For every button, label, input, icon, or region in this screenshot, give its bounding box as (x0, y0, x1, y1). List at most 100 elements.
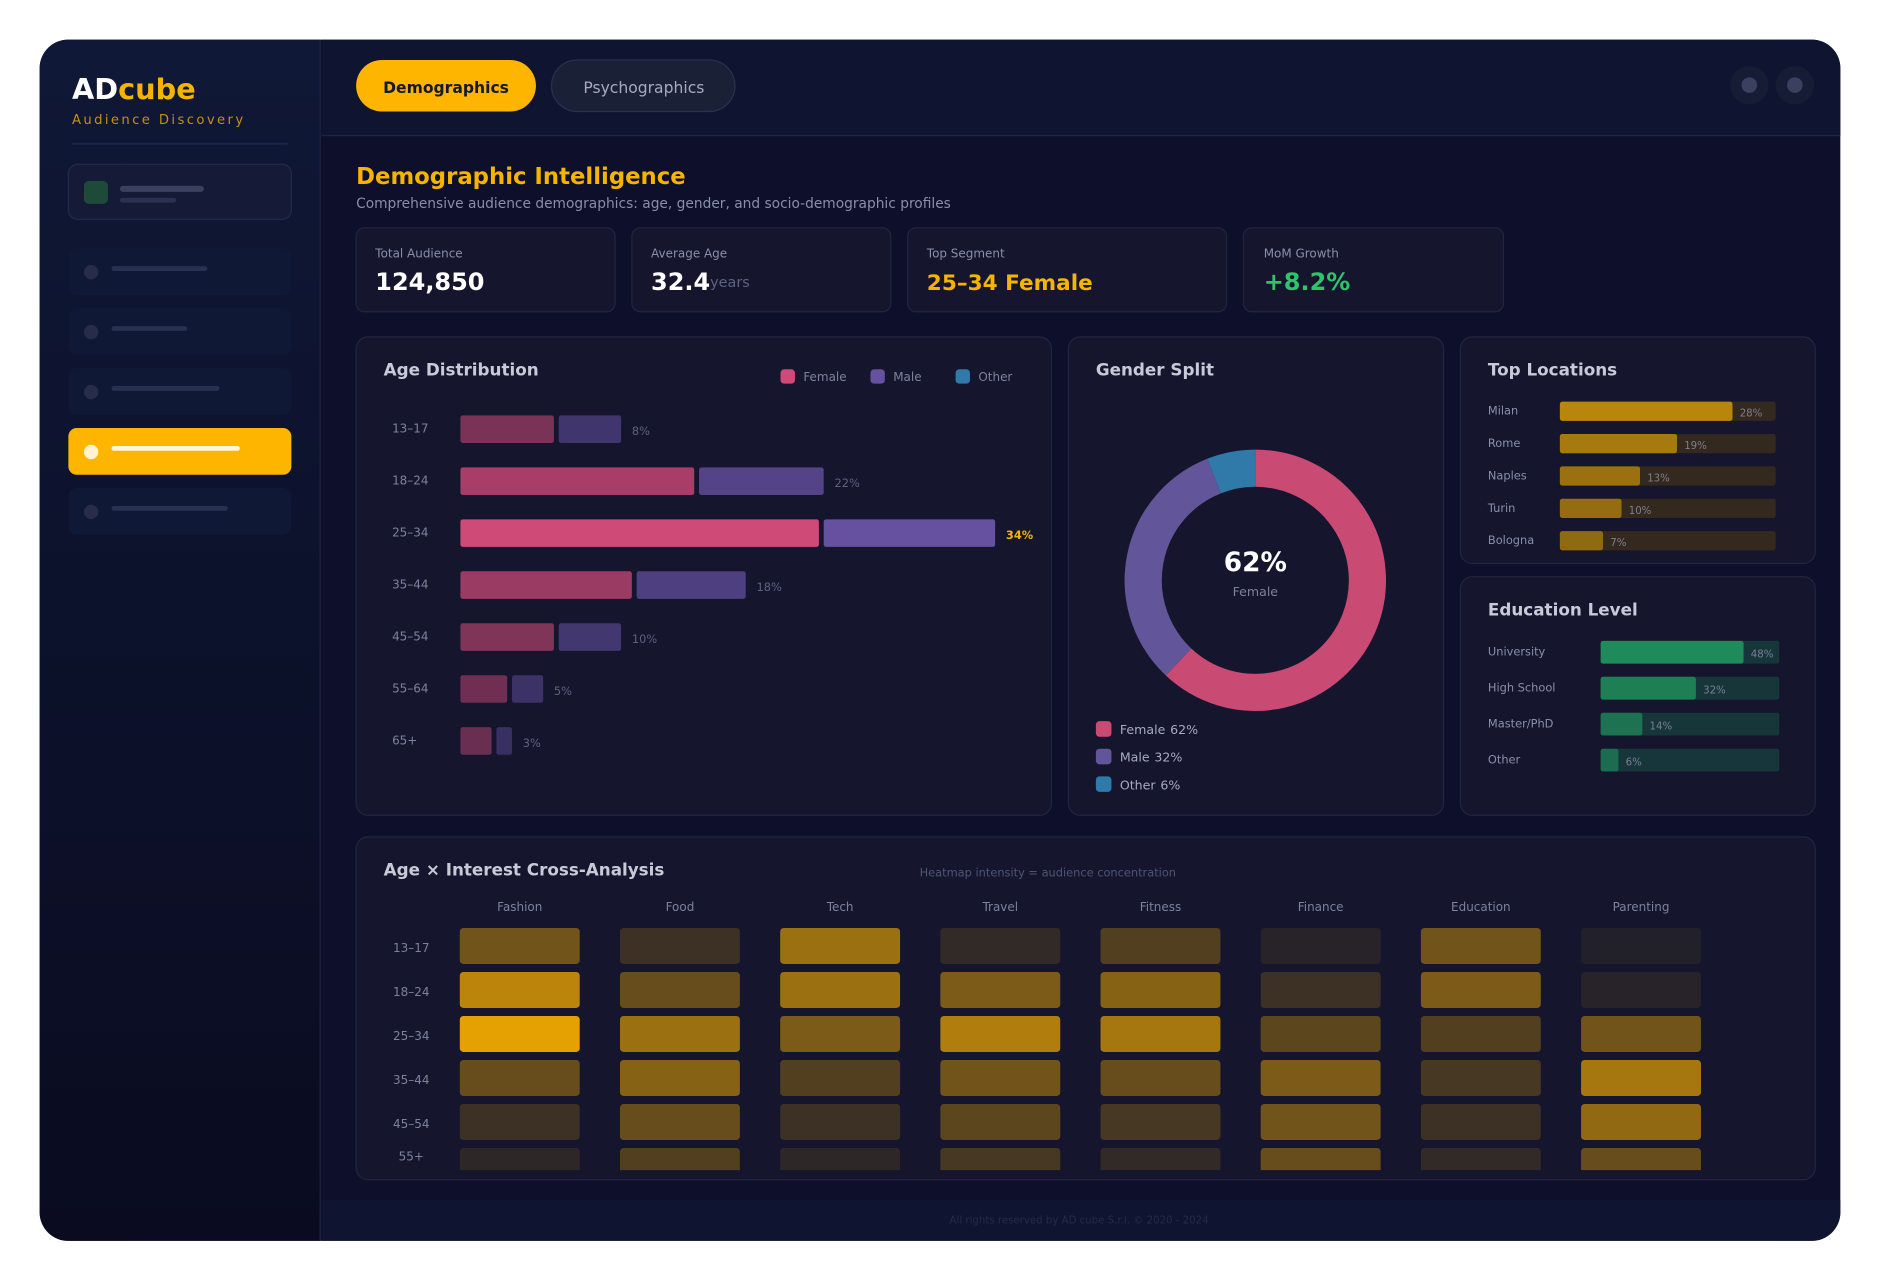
donut-slice (1124, 458, 1222, 676)
tab-label: Demographics (383, 79, 509, 97)
legend-name: Male (1120, 749, 1150, 764)
heat-cell (1420, 1147, 1541, 1171)
heat-cell (619, 1147, 740, 1171)
bar-track (1600, 748, 1780, 772)
row-label: 45–54 (393, 1117, 429, 1131)
legend-swatch (955, 369, 970, 384)
heat-cell (780, 1147, 901, 1171)
kpi-value: 124,850 (375, 268, 484, 296)
nav (68, 248, 292, 535)
bar (1559, 531, 1604, 551)
legend-name: Other (1120, 777, 1157, 792)
kpi-label: MoM Growth (1264, 247, 1339, 261)
donut-center-value: 62% (1224, 548, 1287, 578)
nav-item[interactable] (68, 368, 292, 415)
page-subtitle: Comprehensive audience demographics: age… (356, 196, 951, 212)
legend-value: 32% (1154, 749, 1182, 764)
bar (460, 675, 508, 703)
kpi-value: 25–34 Female (927, 271, 1093, 296)
skeleton-line (119, 197, 177, 203)
bar (1600, 676, 1696, 700)
icon (1741, 77, 1758, 93)
bar (496, 727, 512, 755)
heat-cell (1260, 927, 1381, 964)
panel-note: Heatmap intensity = audience concentrati… (920, 865, 1176, 879)
panel-title: Age × Interest Cross-Analysis (384, 859, 665, 879)
tab[interactable] (550, 59, 736, 113)
category-label: 25–34 (392, 526, 428, 540)
panel-title: Education Level (1488, 599, 1638, 619)
heat-cell (1100, 1015, 1221, 1052)
heat-cell (1420, 971, 1541, 1008)
heat-cell (459, 1015, 580, 1052)
row-label: 55+ (399, 1149, 424, 1163)
tab-active[interactable] (356, 59, 536, 112)
heat-cell (780, 971, 901, 1008)
total-label: 34% (1006, 528, 1034, 542)
legend-label: Male (893, 370, 921, 384)
category-label: Other (1488, 753, 1521, 767)
heat-cell (1581, 971, 1701, 1008)
nav-item[interactable] (68, 308, 292, 355)
value-label: 13% (1647, 473, 1670, 484)
bar (460, 727, 492, 755)
value-label: 14% (1649, 722, 1672, 733)
heat-cell (780, 1103, 901, 1140)
skeleton-line (111, 266, 208, 271)
icon (1787, 77, 1803, 93)
heat-cell (1581, 927, 1701, 964)
heat-cell (1581, 1015, 1701, 1052)
bar (1600, 712, 1643, 736)
column-label: Parenting (1613, 900, 1670, 914)
legend-label: Other (978, 370, 1012, 384)
tagline: Audience Discovery (72, 113, 246, 128)
category-label: Naples (1488, 468, 1527, 482)
column-label: Travel (982, 900, 1019, 914)
heat-cell (459, 927, 580, 964)
nav-item-active[interactable] (68, 428, 292, 475)
total-label: 10% (632, 632, 657, 646)
category-label: Master/PhD (1488, 717, 1554, 731)
kpi-card (355, 227, 616, 313)
kpi-number: 32.4 (651, 268, 710, 296)
donut-slice (1207, 449, 1256, 494)
heat-cell (1420, 1015, 1541, 1052)
kpi-card (1242, 227, 1505, 313)
legend-value: 62% (1170, 722, 1198, 737)
nav-item[interactable] (68, 487, 292, 535)
footer-text: All rights reserved by AD cube S.r.l. © … (950, 1216, 1209, 1227)
kpi-label: Top Segment (926, 247, 1005, 261)
heatmap (459, 927, 1701, 1171)
account-avatar (83, 181, 108, 204)
column-label: Fashion (497, 900, 542, 914)
bar (636, 571, 746, 599)
category-label: 65+ (392, 733, 417, 747)
value-label: 19% (1684, 441, 1707, 452)
skeleton-line (119, 185, 204, 192)
kpi-label: Average Age (651, 247, 727, 261)
value-label: 32% (1703, 686, 1726, 697)
heat-cell (940, 1015, 1061, 1052)
nav-icon (83, 324, 99, 340)
heat-cell (459, 971, 580, 1008)
heat-cell (459, 1103, 580, 1140)
legend-value: 6% (1160, 777, 1180, 792)
nav-icon (83, 444, 99, 460)
row-label: 25–34 (393, 1029, 429, 1043)
footer (321, 1200, 1841, 1241)
heat-cell (1260, 1059, 1381, 1096)
row-label: 13–17 (393, 941, 429, 955)
category-label: Milan (1488, 404, 1518, 418)
bar (699, 467, 824, 495)
bar-track (1600, 712, 1780, 736)
heat-cell (1260, 1015, 1381, 1052)
heat-cell (940, 1059, 1061, 1096)
legend-swatch (1095, 748, 1112, 765)
nav-item[interactable] (68, 248, 292, 295)
legend-swatch (1095, 776, 1112, 792)
heat-cell (1260, 1103, 1381, 1140)
skeleton-line (111, 386, 220, 391)
heat-cell (940, 1103, 1061, 1140)
heat-cell (1420, 1103, 1541, 1140)
